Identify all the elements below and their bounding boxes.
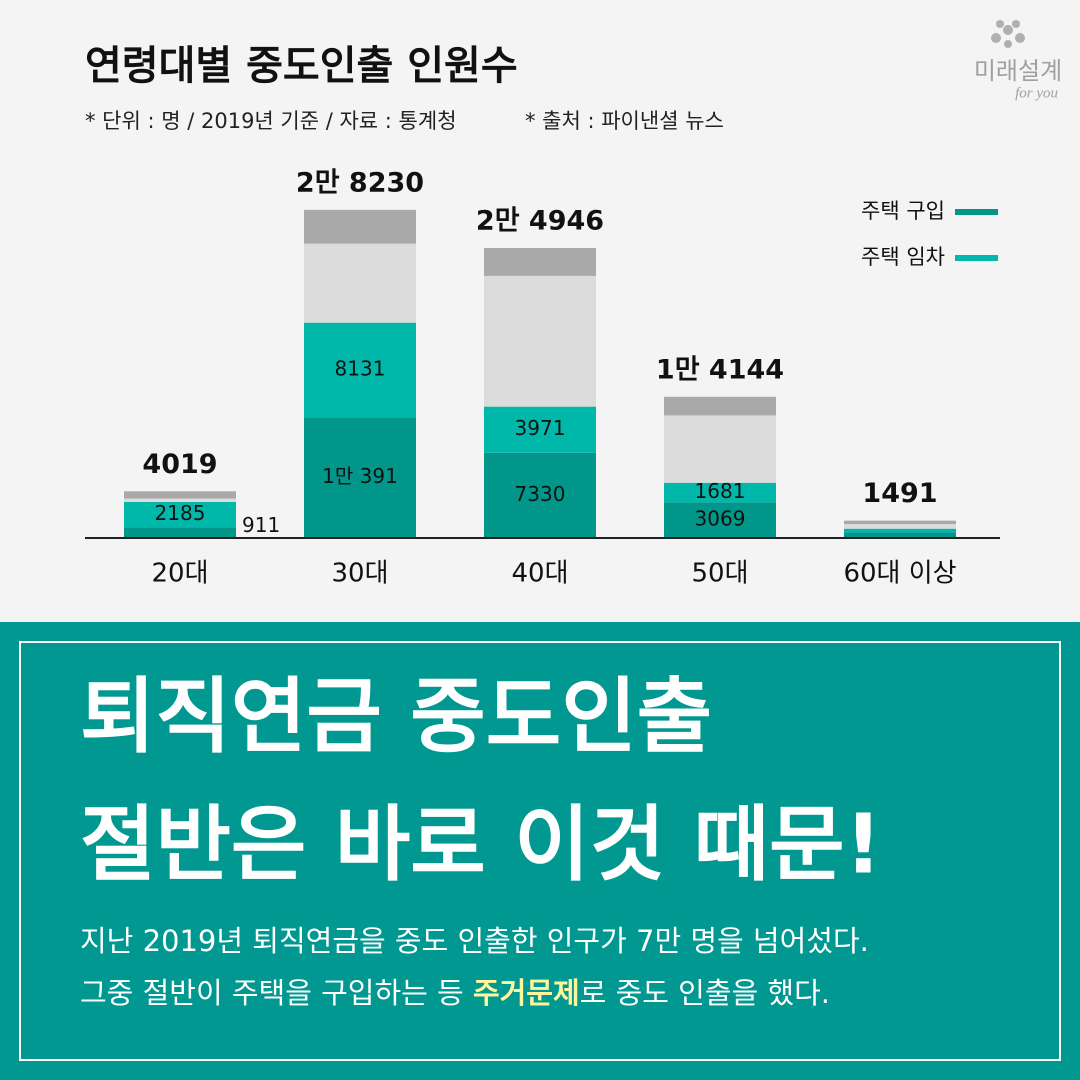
bar-segment — [664, 502, 776, 538]
logo-tagline: for you — [1015, 85, 1058, 101]
bar-segment — [304, 417, 416, 538]
text-panel — [0, 622, 1080, 1080]
total-label: 2만 8230 — [296, 167, 424, 198]
total-label: 4019 — [142, 449, 217, 480]
bar-segment — [484, 406, 596, 453]
bar-segment — [304, 322, 416, 418]
value-label: 8131 — [335, 356, 386, 380]
x-tick-label: 30대 — [331, 559, 388, 589]
bar-segment — [484, 452, 596, 538]
x-tick-label: 40대 — [511, 559, 568, 589]
bar-segment — [484, 248, 596, 276]
chart-title: 연령대별 중도인출 인원수 — [85, 43, 518, 89]
value-label: 2185 — [155, 501, 206, 525]
panel-frame — [19, 641, 1061, 1061]
total-label: 1491 — [862, 478, 937, 509]
bar-segment — [124, 491, 236, 499]
bar-segment — [484, 275, 596, 407]
headline: 퇴직연금 중도인출 — [80, 669, 712, 764]
logo-icon — [991, 20, 1025, 48]
x-tick-label: 60대 이상 — [843, 559, 956, 589]
total-label: 1만 4144 — [656, 354, 784, 385]
chart-source: * 출처 : 파이낸셜 뉴스 — [525, 109, 724, 133]
bar-segment — [124, 527, 236, 538]
bar-segment — [124, 498, 236, 503]
body-text: 그중 절반이 주택을 구입하는 등 — [80, 976, 473, 1010]
bar-segment — [304, 209, 416, 244]
body-text: 지난 2019년 퇴직연금을 중도 인출한 인구가 7만 명을 넘어섰다. — [80, 924, 869, 958]
highlight: 주거문제 — [473, 976, 580, 1010]
logo-name: 미래설계 — [974, 57, 1062, 85]
value-label: 3069 — [695, 507, 746, 531]
bar-segment — [124, 502, 236, 528]
chart: 911 2185 4019 20대 1만 391 8131 2만 8230 30대 7330 39… — [85, 167, 1000, 589]
value-label: 1681 — [695, 479, 746, 503]
chart-subtitle: * 단위 : 명 / 2019년 기준 / 자료 : 통계청 — [85, 109, 457, 133]
value-label: 911 — [242, 513, 280, 537]
legend-label: 주택 구입 — [861, 199, 945, 223]
bar-segment — [664, 482, 776, 503]
body-text: 그중 절반이 주택을 구입하는 등 주거문제로 중도 인출을 했다. — [80, 976, 830, 1010]
value-label: 7330 — [515, 482, 566, 506]
headline: 절반은 바로 이것 때문! — [80, 797, 882, 892]
bar-segment — [304, 243, 416, 323]
bar-segment — [844, 520, 956, 525]
body-text: 로 중도 인출을 했다. — [580, 976, 830, 1010]
bar-segment — [664, 396, 776, 416]
bar-segment — [844, 524, 956, 529]
total-label: 2만 4946 — [476, 206, 604, 237]
bar-segment — [844, 532, 956, 538]
value-label: 3971 — [515, 416, 566, 440]
bar-segment — [664, 415, 776, 483]
x-tick-label: 50대 — [691, 559, 748, 589]
legend-label: 주택 임차 — [861, 245, 945, 269]
x-tick-label: 20대 — [151, 559, 208, 589]
value-label: 1만 391 — [322, 464, 398, 488]
bar-segment — [844, 528, 956, 533]
